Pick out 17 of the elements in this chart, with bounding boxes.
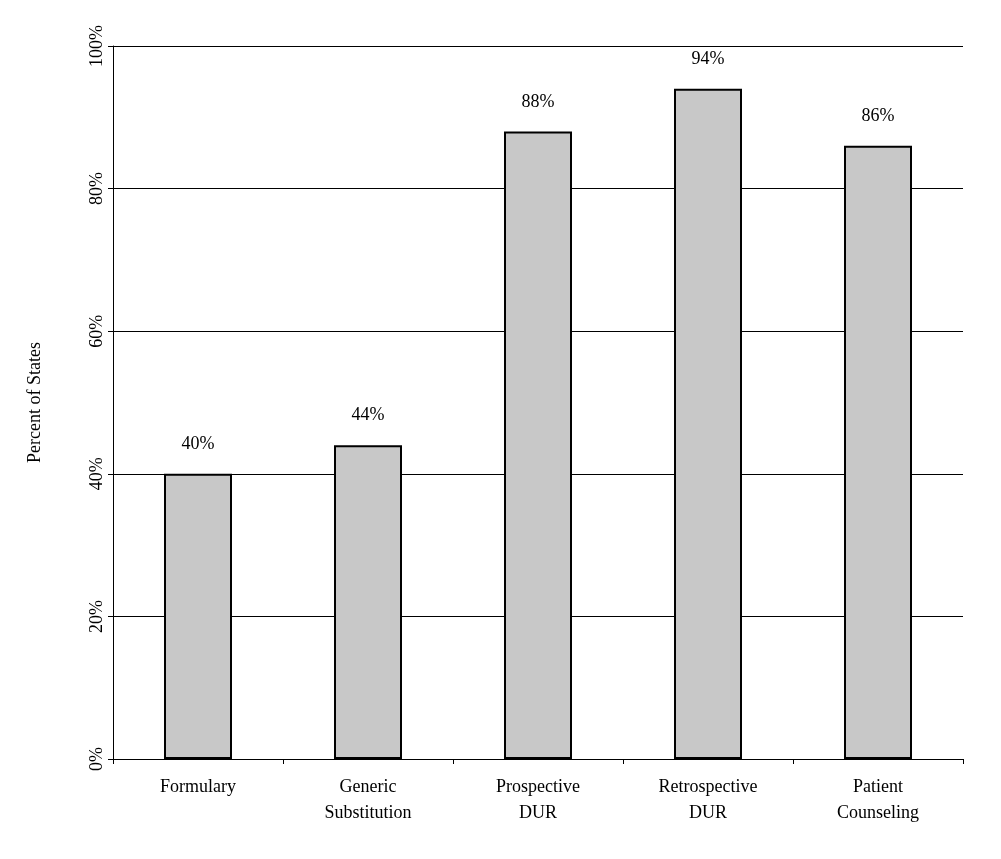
data-label: 94% (691, 47, 725, 68)
data-label: 88% (521, 90, 555, 111)
x-tick-label: Patient Counseling (836, 776, 920, 822)
data-label: 86% (861, 104, 895, 125)
y-tick-label: 0% (86, 747, 106, 771)
x-tick-label: Formulary (160, 776, 236, 796)
x-tick-label: Generic Substitution (324, 776, 412, 822)
x-tick-label: Prospective DUR (496, 776, 580, 822)
y-tick-label: 100% (86, 25, 106, 67)
y-tick-label: 40% (86, 457, 106, 491)
y-axis-title: Percent of States (24, 342, 44, 463)
y-tick-label: 60% (86, 314, 106, 348)
y-tick-label: 80% (86, 172, 106, 206)
data-label: 40% (181, 432, 215, 453)
x-tick-label: Retrospective DUR (658, 776, 758, 822)
data-label: 44% (351, 404, 385, 425)
y-tick-label: 20% (86, 599, 106, 633)
